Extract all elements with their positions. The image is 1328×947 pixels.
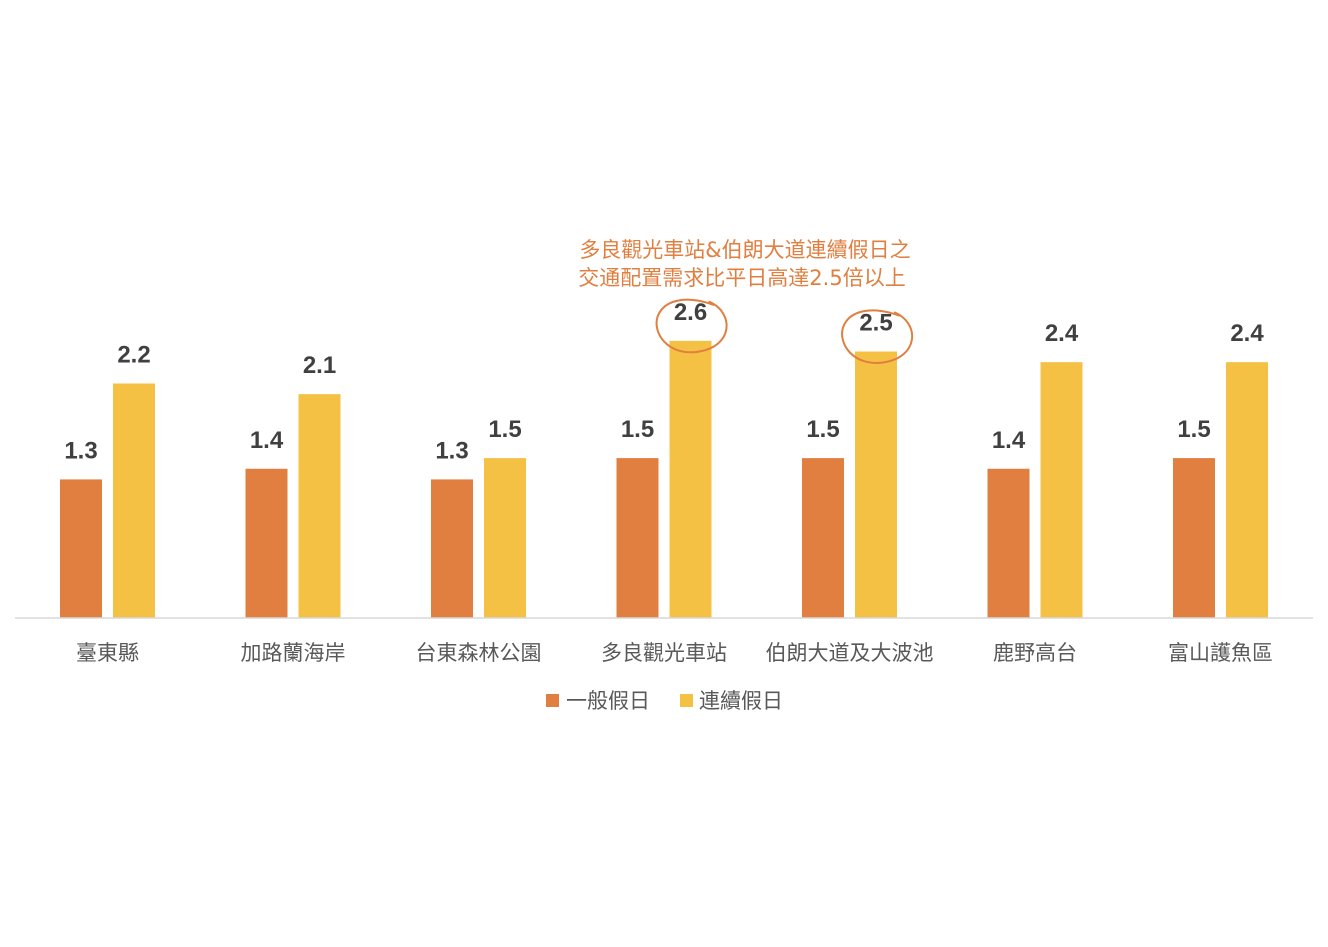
annotation-line-2: 交通配置需求比平日高達2.5倍以上 xyxy=(578,266,905,290)
annotation-line-1: 多良觀光車站&伯朗大道連續假日之 xyxy=(579,238,910,262)
category-label-5: 伯朗大道及大波池 xyxy=(766,641,934,665)
category-label-1: 臺東縣 xyxy=(76,641,139,665)
value-label-2-3: 1.5 xyxy=(488,416,521,443)
bar-1-3 xyxy=(431,479,473,618)
value-label-1-7: 1.5 xyxy=(1177,416,1210,443)
bar-1-5 xyxy=(802,458,844,618)
bar-2-2 xyxy=(298,394,341,618)
value-label-2-1: 2.2 xyxy=(117,341,150,368)
value-labels-layer: 1.3 2.2 1.4 2.1 1.3 1.5 1.5 2.6 1.5 2.5 1.4 2.4 1.5 2… xyxy=(64,299,1264,465)
value-label-1-1: 1.3 xyxy=(64,437,97,464)
value-label-2-5: 2.5 xyxy=(859,310,892,337)
value-label-2-4: 2.6 xyxy=(674,299,707,326)
bar-1-1 xyxy=(60,479,102,618)
value-label-2-2: 2.1 xyxy=(303,352,336,379)
value-label-1-6: 1.4 xyxy=(992,427,1026,454)
bar-2-4 xyxy=(669,340,712,618)
bar-2-1 xyxy=(113,383,155,618)
highlight-circles-layer xyxy=(655,298,913,364)
category-label-3: 台東森林公園 xyxy=(416,641,542,665)
highlight-circle-2 xyxy=(841,309,913,364)
bar-1-4 xyxy=(616,458,659,618)
category-label-7: 富山護魚區 xyxy=(1168,641,1273,665)
value-label-1-4: 1.5 xyxy=(621,416,654,443)
value-label-1-5: 1.5 xyxy=(806,416,839,443)
bar-2-7 xyxy=(1226,362,1268,618)
highlight-circle-1 xyxy=(655,298,728,354)
value-label-2-7: 2.4 xyxy=(1230,320,1264,347)
legend-swatch-series-2 xyxy=(680,694,693,707)
legend: 一般假日 連續假日 xyxy=(546,689,783,713)
annotation: 多良觀光車站&伯朗大道連續假日之 交通配置需求比平日高達2.5倍以上 xyxy=(578,238,910,290)
bar-1-7 xyxy=(1173,458,1215,618)
legend-label-series-1: 一般假日 xyxy=(566,689,650,713)
category-label-4: 多良觀光車站 xyxy=(601,641,727,665)
category-label-2: 加路蘭海岸 xyxy=(241,641,346,665)
legend-swatch-series-1 xyxy=(546,694,559,707)
value-label-2-6: 2.4 xyxy=(1045,320,1079,347)
legend-label-series-2: 連續假日 xyxy=(699,689,783,713)
value-label-1-2: 1.4 xyxy=(250,427,284,454)
bar-1-2 xyxy=(245,468,288,618)
bar-2-3 xyxy=(484,458,526,618)
bar-2-5 xyxy=(855,351,897,618)
category-label-6: 鹿野高台 xyxy=(993,641,1077,665)
bar-2-6 xyxy=(1040,362,1083,618)
bars-layer xyxy=(60,340,1268,618)
category-labels-layer: 臺東縣 加路蘭海岸 台東森林公園 多良觀光車站 伯朗大道及大波池 鹿野高台 富山護魚區 xyxy=(76,641,1273,665)
value-label-1-3: 1.3 xyxy=(435,437,468,464)
bar-1-6 xyxy=(987,468,1030,618)
